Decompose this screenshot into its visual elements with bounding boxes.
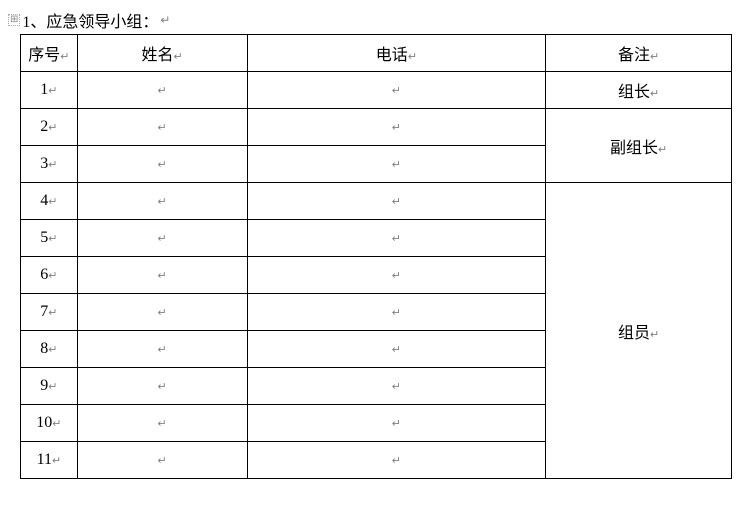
cell-seq: 10↵ [21, 405, 78, 442]
paragraph-mark-icon: ↵ [650, 329, 659, 341]
cell-seq: 7↵ [21, 294, 78, 331]
leadership-table: 序号↵ 姓名↵ 电话↵ 备注↵ 1↵ ↵ ↵ 组长↵ 2↵ ↵ ↵ 副组长↵ 3… [20, 34, 732, 479]
paragraph-mark-icon: ↵ [158, 159, 167, 171]
paragraph-mark-icon: ↵ [158, 344, 167, 356]
table-header-row: 序号↵ 姓名↵ 电话↵ 备注↵ [21, 35, 732, 72]
cell-name: ↵ [77, 368, 247, 405]
cell-seq: 8↵ [21, 331, 78, 368]
table-anchor-icon: ⊞ [8, 14, 20, 26]
paragraph-mark-icon: ↵ [392, 159, 401, 171]
paragraph-mark-icon: ↵ [48, 270, 57, 282]
col-header-note: 备注↵ [546, 35, 732, 72]
col-header-phone: 电话↵ [247, 35, 546, 72]
paragraph-mark-icon: ↵ [158, 381, 167, 393]
paragraph-mark-icon: ↵ [392, 455, 401, 467]
cell-seq: 11↵ [21, 442, 78, 479]
cell-name: ↵ [77, 257, 247, 294]
cell-name: ↵ [77, 294, 247, 331]
paragraph-mark-icon: ↵ [48, 196, 57, 208]
cell-seq: 9↵ [21, 368, 78, 405]
paragraph-mark-icon: ↵ [650, 51, 659, 63]
cell-name: ↵ [77, 220, 247, 257]
table-row: 2↵ ↵ ↵ 副组长↵ [21, 109, 732, 146]
cell-phone: ↵ [247, 294, 546, 331]
cell-seq: 6↵ [21, 257, 78, 294]
table-row: 1↵ ↵ ↵ 组长↵ [21, 72, 732, 109]
cell-phone: ↵ [247, 442, 546, 479]
paragraph-mark-icon: ↵ [392, 344, 401, 356]
cell-seq: 1↵ [21, 72, 78, 109]
paragraph-mark-icon: ↵ [158, 233, 167, 245]
paragraph-mark-icon: ↵ [158, 270, 167, 282]
paragraph-mark-icon: ↵ [392, 418, 401, 430]
paragraph-mark-icon: ↵ [408, 51, 417, 63]
col-header-seq: 序号↵ [21, 35, 78, 72]
cell-phone: ↵ [247, 183, 546, 220]
paragraph-mark-icon: ↵ [158, 122, 167, 134]
paragraph-mark-icon: ↵ [48, 233, 57, 245]
cell-phone: ↵ [247, 72, 546, 109]
cell-phone: ↵ [247, 146, 546, 183]
paragraph-mark-icon: ↵ [392, 381, 401, 393]
cell-phone: ↵ [247, 405, 546, 442]
cell-phone: ↵ [247, 331, 546, 368]
paragraph-mark-icon: ↵ [158, 196, 167, 208]
cell-name: ↵ [77, 109, 247, 146]
paragraph-mark-icon: ↵ [658, 144, 667, 156]
cell-name: ↵ [77, 442, 247, 479]
paragraph-mark-icon: ↵ [392, 196, 401, 208]
cell-phone: ↵ [247, 368, 546, 405]
cell-note-leader: 组长↵ [546, 72, 732, 109]
cell-note-member: 组员↵ [546, 183, 732, 479]
paragraph-mark-icon: ↵ [392, 233, 401, 245]
cell-seq: 4↵ [21, 183, 78, 220]
paragraph-mark-icon: ↵ [60, 51, 69, 63]
cell-seq: 2↵ [21, 109, 78, 146]
paragraph-mark-icon: ↵ [48, 122, 57, 134]
paragraph-mark-icon: ↵ [52, 455, 61, 467]
document-title-row: ⊞ 1、应急领导小组： ↵ [8, 8, 730, 32]
cell-seq: 3↵ [21, 146, 78, 183]
paragraph-mark-icon: ↵ [392, 307, 401, 319]
cell-name: ↵ [77, 183, 247, 220]
cell-name: ↵ [77, 331, 247, 368]
cell-name: ↵ [77, 72, 247, 109]
paragraph-mark-icon: ↵ [158, 85, 167, 97]
paragraph-mark-icon: ↵ [158, 455, 167, 467]
paragraph-mark-icon: ↵ [158, 418, 167, 430]
paragraph-mark-icon: ↵ [48, 85, 57, 97]
cell-phone: ↵ [247, 257, 546, 294]
document-title: 1、应急领导小组： [22, 8, 158, 32]
cell-seq: 5↵ [21, 220, 78, 257]
paragraph-mark-icon: ↵ [392, 85, 401, 97]
paragraph-mark-icon: ↵ [158, 307, 167, 319]
paragraph-mark-icon: ↵ [174, 51, 183, 63]
cell-phone: ↵ [247, 109, 546, 146]
cell-name: ↵ [77, 405, 247, 442]
paragraph-mark-icon: ↵ [48, 381, 57, 393]
paragraph-mark-icon: ↵ [48, 307, 57, 319]
paragraph-mark-icon: ↵ [392, 122, 401, 134]
cell-note-deputy: 副组长↵ [546, 109, 732, 183]
col-header-name: 姓名↵ [77, 35, 247, 72]
table-row: 4↵ ↵ ↵ 组员↵ [21, 183, 732, 220]
paragraph-mark-icon: ↵ [392, 270, 401, 282]
paragraph-mark-icon: ↵ [52, 418, 61, 430]
paragraph-mark-icon: ↵ [160, 13, 170, 28]
paragraph-mark-icon: ↵ [48, 344, 57, 356]
paragraph-mark-icon: ↵ [48, 159, 57, 171]
cell-name: ↵ [77, 146, 247, 183]
paragraph-mark-icon: ↵ [650, 88, 659, 100]
cell-phone: ↵ [247, 220, 546, 257]
